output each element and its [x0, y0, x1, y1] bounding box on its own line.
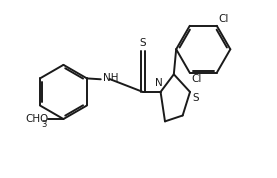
Text: O: O: [39, 114, 48, 124]
Text: NH: NH: [103, 73, 119, 83]
Text: Cl: Cl: [191, 74, 202, 85]
Text: S: S: [140, 38, 146, 48]
Text: N: N: [155, 78, 163, 88]
Text: Cl: Cl: [218, 14, 229, 24]
Text: 3: 3: [41, 120, 47, 129]
Text: S: S: [192, 93, 199, 103]
Text: CH: CH: [26, 114, 41, 124]
